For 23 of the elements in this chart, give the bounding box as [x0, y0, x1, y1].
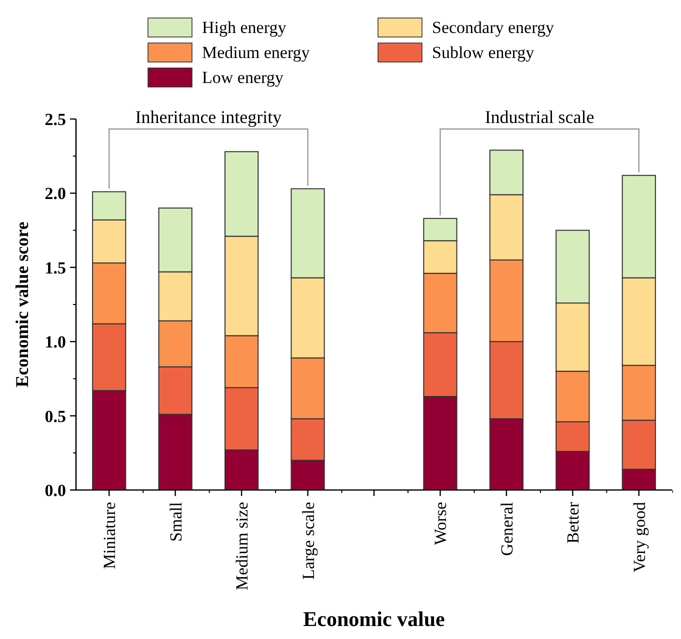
x-tick-label: Miniature	[100, 502, 120, 570]
x-tick-label: General	[497, 502, 516, 556]
x-axis-title: Economic value	[303, 607, 445, 631]
legend-label: Medium energy	[202, 43, 310, 62]
x-tick-label: Medium size	[232, 502, 252, 590]
x-tick-label: Small	[166, 502, 186, 542]
legend-label: Sublow energy	[432, 43, 535, 62]
x-tick-label: Large scale	[298, 502, 318, 580]
legend-label: Secondary energy	[432, 18, 554, 37]
x-tick-label: Worse	[431, 502, 450, 546]
legend-label: Low energy	[202, 68, 284, 87]
y-tick-label: 0.0	[44, 481, 66, 500]
y-tick-label: 1.5	[44, 258, 66, 278]
y-tick-label: 1.0	[44, 332, 66, 352]
x-tick-label: Better	[564, 502, 583, 544]
y-tick-label: 0.5	[44, 406, 66, 426]
annotation: Inheritance integrity	[135, 107, 282, 127]
annotation: Industrial scale	[484, 107, 594, 127]
y-tick-label: 2.5	[44, 110, 66, 129]
x-tick-label: Very good	[630, 502, 649, 572]
y-tick-label: 2.0	[44, 184, 66, 204]
y-axis-title: Economic value score	[12, 222, 32, 388]
legend-label: High energy	[202, 18, 287, 37]
